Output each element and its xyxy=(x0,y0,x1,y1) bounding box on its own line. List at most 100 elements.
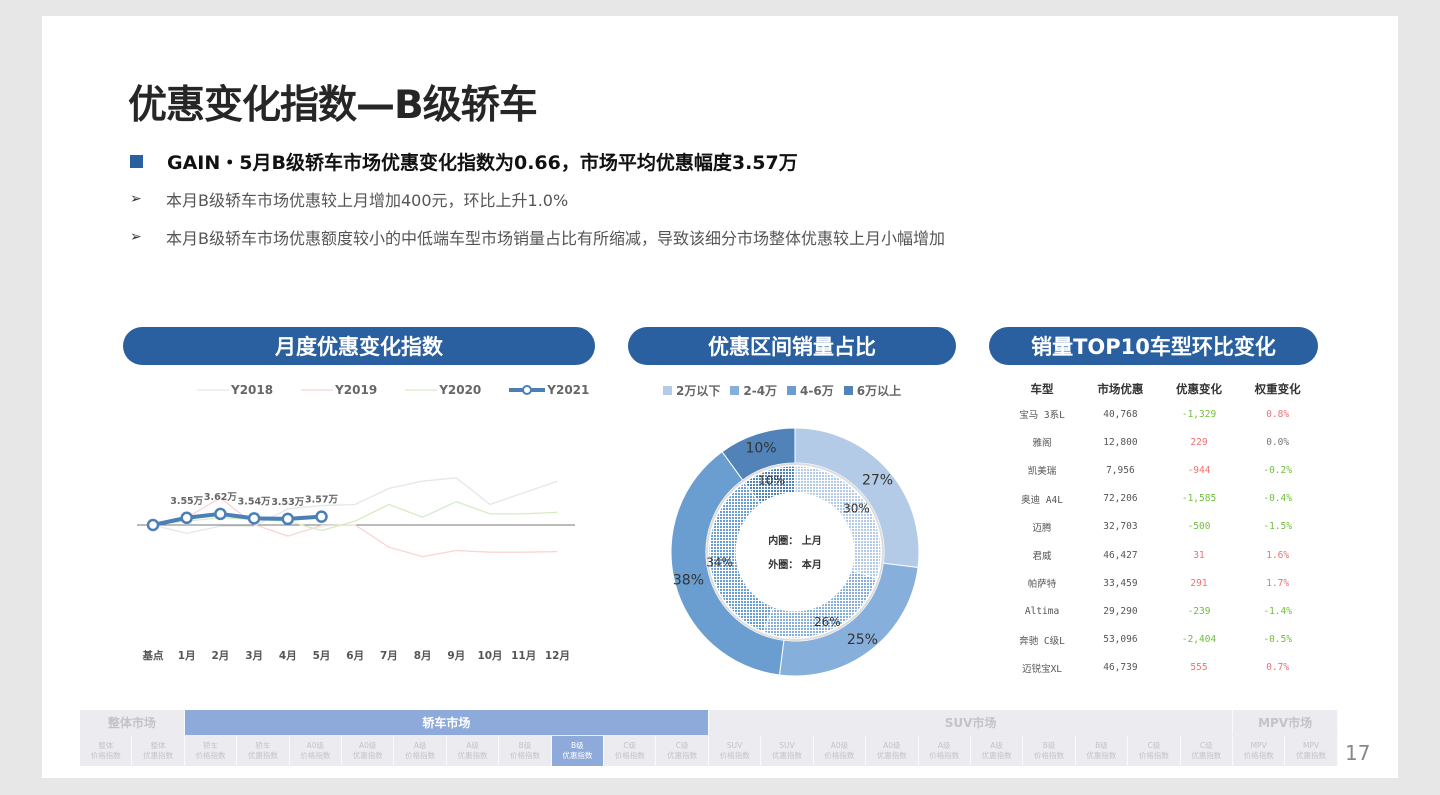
table-cell: -944 xyxy=(1187,464,1211,476)
nav-index-tab[interactable]: A级 优惠指数 xyxy=(971,736,1024,766)
nav-index-tab[interactable]: A0级 价格指数 xyxy=(814,736,867,766)
outer-ring-label: 25% xyxy=(847,632,878,648)
data-point xyxy=(180,511,193,525)
nav-tab-line: 价格指数 xyxy=(614,751,645,760)
table-cell: 32,703 xyxy=(1103,521,1138,533)
column-header: 优惠变化 xyxy=(1176,382,1223,396)
nav-index-tab[interactable]: A0级 优惠指数 xyxy=(866,736,919,766)
nav-index-tab[interactable]: C级 价格指数 xyxy=(604,736,657,766)
table-cell: 奔驰 C级L xyxy=(1019,635,1065,647)
legend-label: 2万以下 xyxy=(676,384,721,398)
table-cell: 46,427 xyxy=(1103,549,1138,561)
column-header: 权重变化 xyxy=(1254,382,1301,396)
arrow-bullet-icon: ➢ xyxy=(130,229,142,245)
data-point xyxy=(315,510,328,523)
table-cell: -2,404 xyxy=(1181,634,1217,646)
nav-index-tab[interactable]: SUV 价格指数 xyxy=(709,736,762,766)
nav-index-tab[interactable]: A级 优惠指数 xyxy=(447,736,500,766)
outer-ring-label: 10% xyxy=(745,440,776,456)
sub-bullet: ➢ 本月B级轿车市场优惠额度较小的中低端车型市场销量占比有所缩减，导致该细分市场整… xyxy=(130,225,945,249)
table-cell: 229 xyxy=(1190,436,1208,448)
nav-tab-line: 价格指数 xyxy=(719,751,750,760)
table-cell: -239 xyxy=(1187,605,1211,617)
nav-index-tab[interactable]: C级 优惠指数 xyxy=(656,736,709,766)
nav-index-tab[interactable]: A0级 优惠指数 xyxy=(342,736,395,766)
main-bullet: GAIN・5月B级轿车市场优惠变化指数为0.66，市场平均优惠幅度3.57万 xyxy=(130,148,798,175)
nav-tab-line: 价格指数 xyxy=(929,751,960,760)
main-bullet-text: GAIN・5月B级轿车市场优惠变化指数为0.66，市场平均优惠幅度3.57万 xyxy=(167,152,798,174)
legend-item-Y2019: Y2019 xyxy=(301,383,391,397)
page-number: 17 xyxy=(1345,741,1371,765)
nav-tab-line: 价格指数 xyxy=(509,751,540,760)
inner-ring-slice xyxy=(743,465,796,505)
table-cell: -0.4% xyxy=(1263,493,1292,505)
nav-group-tab[interactable]: MPV市场 xyxy=(1233,710,1338,735)
nav-index-tab[interactable]: B级 价格指数 xyxy=(499,736,552,766)
table-row: 奔驰 C级L 53,096 -2,404 -0.5% xyxy=(1003,626,1317,654)
nav-tab-line: 优惠指数 xyxy=(876,751,907,760)
nav-index-tab[interactable]: A0级 价格指数 xyxy=(290,736,343,766)
nav-index-tab[interactable]: 整体 价格指数 xyxy=(80,736,133,766)
nav-tab-line: SUV xyxy=(779,741,795,750)
inner-ring-label: 30% xyxy=(843,501,870,515)
data-point xyxy=(281,512,295,526)
square-bullet-icon xyxy=(130,155,143,168)
nav-index-tab[interactable]: 整体 优惠指数 xyxy=(132,736,185,766)
nav-tab-line: C级 xyxy=(1199,741,1213,750)
legend-label: 6万以上 xyxy=(856,384,902,398)
nav-index-tab[interactable]: A级 价格指数 xyxy=(394,736,447,766)
nav-index-tab[interactable]: MPV 优惠指数 xyxy=(1285,736,1338,766)
top10-table: 车型 市场优惠 优惠变化 权重变化 宝马 3系L 40,768 -1,329 0.8% 雅阁 12… xyxy=(1003,378,1317,682)
table-cell: 0.8% xyxy=(1266,408,1290,420)
table-cell: 迈锐宝XL xyxy=(1022,663,1063,675)
table-cell: 君威 xyxy=(1032,551,1052,563)
x-tick-label: 1月 xyxy=(178,650,196,662)
nav-tab-line: A0级 xyxy=(830,741,849,750)
nav-index-tab[interactable]: B级 优惠指数 xyxy=(551,736,605,766)
nav-tab-line: MPV xyxy=(1250,741,1267,750)
nav-tab-line: 价格指数 xyxy=(195,751,226,760)
legend-item: 6万以上 xyxy=(843,382,902,399)
table-cell: 帕萨特 xyxy=(1027,579,1057,591)
inner-ring-label: 34% xyxy=(706,556,733,570)
center-label: 外圈： 本月 xyxy=(767,558,821,571)
nav-index-tab[interactable]: 轿车 优惠指数 xyxy=(237,736,290,766)
market-navigation: 整体市场 轿车市场 SUV市场 MPV市场 整体 价格指数 整体 优惠指数 轿车 价格指数 轿车 优惠… xyxy=(80,710,1338,766)
table-row: Altima 29,290 -239 -1.4% xyxy=(1003,597,1317,625)
nav-tab-line: B级 xyxy=(1095,741,1108,750)
table-cell: 1.6% xyxy=(1266,549,1290,561)
nav-index-tab[interactable]: B级 价格指数 xyxy=(1023,736,1076,766)
nav-tab-line: 优惠指数 xyxy=(352,751,383,760)
nav-tab-line: 轿车 xyxy=(255,741,271,750)
nav-group-tab[interactable]: 整体市场 xyxy=(80,710,185,735)
data-label: 3.62万 xyxy=(204,492,237,503)
table-cell: Altima xyxy=(1024,605,1060,617)
nav-index-tab[interactable]: SUV 优惠指数 xyxy=(761,736,814,766)
table-row: 迈锐宝XL 46,739 555 0.7% xyxy=(1003,654,1317,682)
nav-tab-line: A0级 xyxy=(883,741,901,750)
inner-ring-label: 10% xyxy=(758,474,785,488)
x-tick-label: 4月 xyxy=(279,650,297,662)
nav-index-tab[interactable]: C级 价格指数 xyxy=(1128,736,1181,766)
legend-item-Y2018: Y2018 xyxy=(197,383,287,397)
table-cell: -1.5% xyxy=(1263,521,1292,533)
nav-index-tab[interactable]: C级 优惠指数 xyxy=(1181,736,1233,766)
nav-tab-line: 优惠指数 xyxy=(562,751,593,760)
table-cell: 迈腾 xyxy=(1032,522,1052,534)
nav-tab-line: MPV xyxy=(1302,741,1320,750)
nav-index-tab[interactable]: 轿车 价格指数 xyxy=(185,736,238,766)
x-tick-label: 6月 xyxy=(346,650,364,662)
table-cell: -0.2% xyxy=(1263,464,1292,476)
nav-index-tab[interactable]: MPV 价格指数 xyxy=(1233,736,1286,766)
nav-group-tab[interactable]: 轿车市场 xyxy=(184,710,709,735)
table-cell: 40,768 xyxy=(1103,408,1138,420)
nav-index-tab[interactable]: B级 优惠指数 xyxy=(1076,736,1129,766)
nav-tab-line: 优惠指数 xyxy=(143,751,174,760)
nav-index-tab[interactable]: A级 价格指数 xyxy=(919,736,971,766)
legend-line-icon xyxy=(197,389,229,391)
table-cell: -1,585 xyxy=(1181,493,1217,505)
data-label: 3.54万 xyxy=(238,496,271,507)
nav-group-tab[interactable]: SUV市场 xyxy=(709,710,1234,735)
